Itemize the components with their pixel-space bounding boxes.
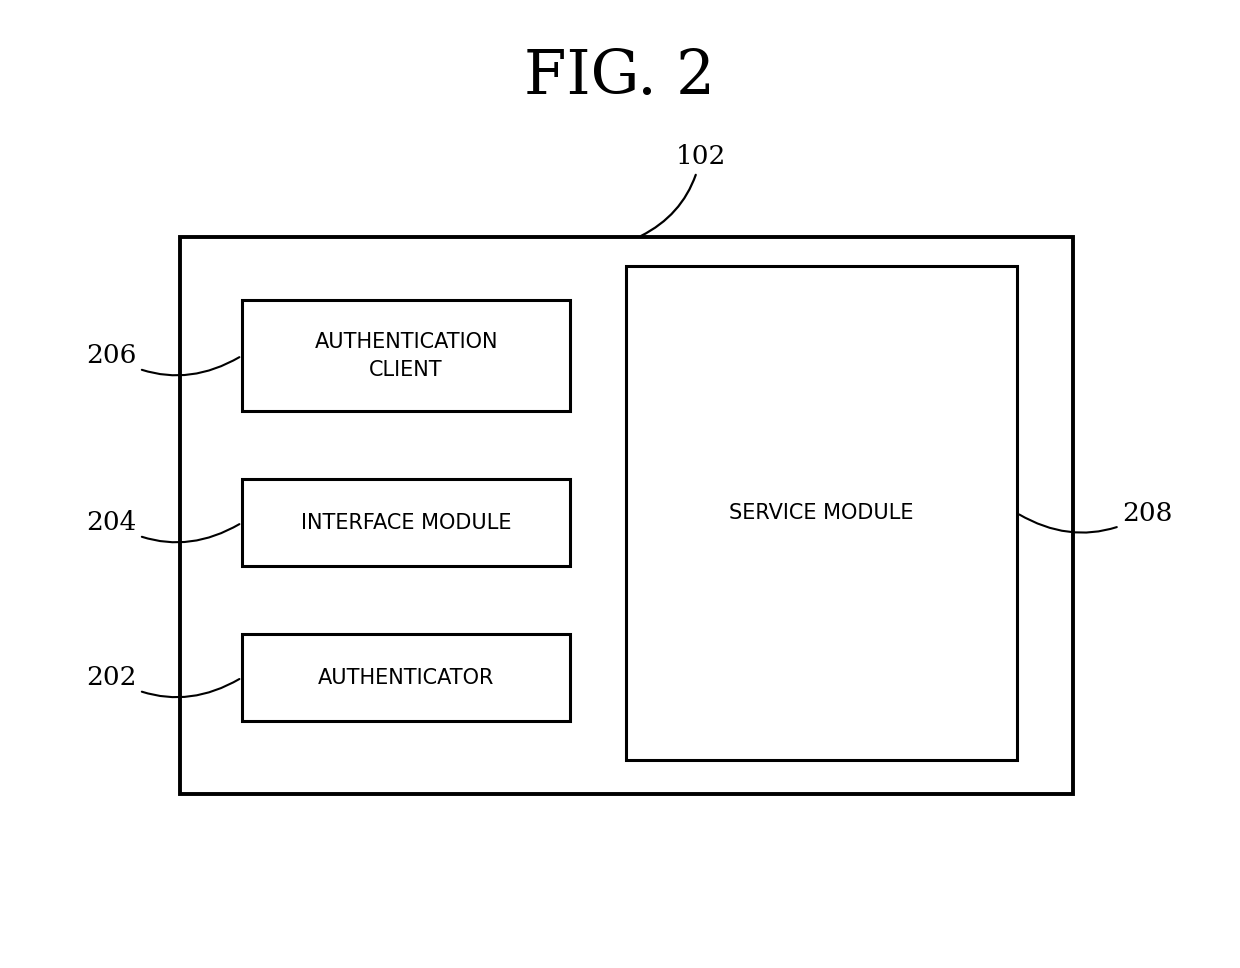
Text: SERVICE MODULE: SERVICE MODULE	[729, 503, 914, 523]
Text: FIG. 2: FIG. 2	[525, 47, 715, 107]
Bar	[180, 237, 1073, 794]
Bar	[242, 479, 570, 566]
Bar	[242, 634, 570, 721]
Text: 206: 206	[86, 344, 239, 376]
Text: 102: 102	[641, 144, 725, 236]
Text: 204: 204	[86, 510, 239, 542]
Text: 202: 202	[86, 665, 239, 697]
Text: 208: 208	[1019, 500, 1173, 532]
Bar	[626, 266, 1017, 760]
Text: INTERFACE MODULE: INTERFACE MODULE	[301, 513, 511, 532]
Text: AUTHENTICATION
CLIENT: AUTHENTICATION CLIENT	[315, 332, 497, 379]
Bar	[242, 300, 570, 411]
Text: AUTHENTICATOR: AUTHENTICATOR	[317, 668, 495, 687]
